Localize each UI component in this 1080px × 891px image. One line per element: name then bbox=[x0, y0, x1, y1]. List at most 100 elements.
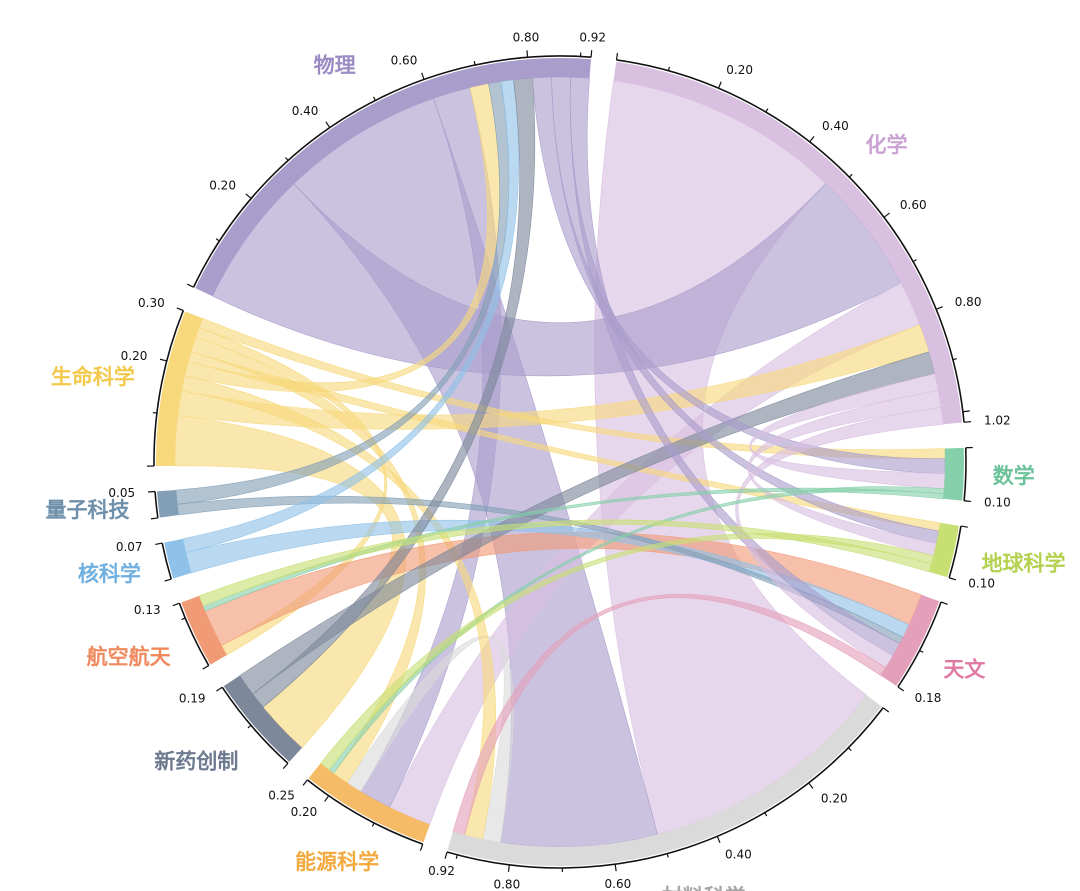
segment-label-chem: 化学 bbox=[866, 133, 908, 157]
tick-label-phys: 0.20 bbox=[209, 178, 236, 192]
tick-mark-end bbox=[216, 686, 223, 692]
segment-label-phys: 物理 bbox=[314, 54, 356, 78]
tick-mark bbox=[247, 724, 252, 729]
axis-mat bbox=[446, 707, 884, 869]
tick-mark bbox=[371, 822, 375, 827]
segment-label-drug: 新药创制 bbox=[154, 749, 238, 773]
tick-label-mat: 0.20 bbox=[821, 792, 848, 806]
tick-label-drug: 0.19 bbox=[179, 691, 206, 705]
tick-mark bbox=[164, 578, 172, 582]
tick-label-astro: 0.18 bbox=[915, 691, 942, 705]
axis-drug bbox=[221, 686, 289, 764]
tick-label-nuc: 0.07 bbox=[116, 540, 143, 554]
tick-mark bbox=[285, 157, 289, 161]
tick-label-aero: 0.13 bbox=[134, 603, 161, 617]
tick-mark-end bbox=[964, 500, 972, 503]
tick-mark bbox=[159, 358, 167, 362]
tick-mark bbox=[282, 762, 289, 769]
tick-mark bbox=[419, 843, 424, 851]
tick-label-life: 0.20 bbox=[121, 349, 148, 363]
tick-mark bbox=[847, 747, 852, 752]
segment-label-life: 生命科学 bbox=[51, 365, 135, 389]
tick-label-mat: 0.60 bbox=[605, 877, 632, 891]
tick-mark bbox=[181, 617, 186, 621]
tick-mark bbox=[952, 358, 957, 361]
tick-mark bbox=[960, 525, 968, 528]
tick-mark bbox=[507, 864, 510, 872]
segment-math[interactable] bbox=[943, 447, 964, 501]
axis-astro bbox=[897, 601, 942, 688]
tick-mark bbox=[882, 707, 890, 713]
tick-label-energy: 0.20 bbox=[291, 805, 318, 819]
segment-aero[interactable] bbox=[181, 595, 227, 665]
tick-label-earth: 0.10 bbox=[968, 576, 995, 590]
tick-mark bbox=[150, 517, 158, 520]
segment-energy[interactable] bbox=[308, 763, 430, 843]
segment-phys[interactable] bbox=[195, 58, 591, 297]
chord-nuc-phys[interactable] bbox=[182, 79, 519, 553]
axis-energy bbox=[306, 779, 424, 845]
tick-mark-end bbox=[172, 602, 180, 607]
chord-life-math[interactable] bbox=[198, 318, 946, 459]
tick-mark bbox=[372, 96, 376, 101]
tick-mark bbox=[325, 121, 331, 128]
segment-label-nuc: 核科学 bbox=[78, 562, 141, 586]
segment-nuc[interactable] bbox=[164, 538, 192, 579]
segments-layer bbox=[147, 50, 973, 872]
axis-phys bbox=[192, 55, 592, 288]
tick-mark-end bbox=[444, 851, 448, 859]
tick-mark bbox=[186, 283, 194, 288]
segment-label-mat: 材料科学 bbox=[662, 885, 746, 891]
tick-mark bbox=[324, 795, 330, 802]
axis-life bbox=[153, 310, 185, 467]
chord-chem-math[interactable] bbox=[749, 373, 946, 490]
tick-mark bbox=[912, 259, 917, 263]
segment-mat[interactable] bbox=[447, 695, 882, 867]
segment-label-earth: 地球科学 bbox=[982, 552, 1066, 576]
chords-layer bbox=[174, 76, 946, 848]
tick-label-chem: 0.60 bbox=[900, 198, 927, 212]
segment-chem[interactable] bbox=[613, 61, 963, 425]
tick-mark-end bbox=[176, 307, 184, 312]
segment-label-energy: 能源科学 bbox=[295, 850, 379, 874]
tick-mark bbox=[765, 108, 769, 113]
tick-mark bbox=[421, 72, 425, 80]
tick-mark bbox=[962, 410, 970, 413]
tick-label-life: 0.30 bbox=[138, 296, 165, 310]
tick-label-chem: 0.20 bbox=[726, 63, 753, 77]
tick-label-energy: 0.25 bbox=[268, 788, 295, 802]
segment-label-astro: 天文 bbox=[943, 657, 986, 681]
segment-life[interactable] bbox=[156, 311, 203, 467]
segment-quant[interactable] bbox=[157, 489, 179, 518]
tick-mark bbox=[919, 649, 924, 653]
chord-math-aero[interactable] bbox=[202, 487, 945, 612]
tick-label-chem: 0.40 bbox=[822, 119, 849, 133]
axis-quant bbox=[154, 491, 159, 519]
tick-mark bbox=[883, 212, 890, 218]
chord-life-drug[interactable] bbox=[174, 415, 407, 749]
tick-mark bbox=[935, 306, 943, 310]
segment-label-aero: 航空航天 bbox=[87, 645, 172, 669]
tick-label-mat: 0.92 bbox=[428, 864, 455, 878]
tick-mark bbox=[202, 665, 210, 670]
tick-mark bbox=[666, 853, 669, 858]
tick-mark bbox=[716, 836, 721, 843]
tick-mark bbox=[615, 52, 619, 61]
segment-earth[interactable] bbox=[929, 522, 959, 578]
segment-drug[interactable] bbox=[223, 675, 303, 762]
tick-mark bbox=[526, 50, 529, 58]
tick-mark bbox=[614, 864, 617, 872]
tick-label-math: 0.10 bbox=[984, 496, 1011, 510]
tick-mark bbox=[848, 173, 853, 178]
tick-mark bbox=[808, 782, 814, 789]
tick-mark bbox=[667, 66, 671, 71]
tick-label-phys: 0.80 bbox=[513, 30, 540, 44]
tick-mark bbox=[809, 135, 815, 143]
segment-label-math: 数学 bbox=[993, 464, 1035, 488]
segment-label-quant: 量子科技 bbox=[46, 498, 131, 522]
segment-astro[interactable] bbox=[880, 594, 940, 686]
tick-mark bbox=[245, 193, 252, 199]
tick-mark-end bbox=[897, 686, 905, 692]
axis-math bbox=[963, 447, 967, 501]
